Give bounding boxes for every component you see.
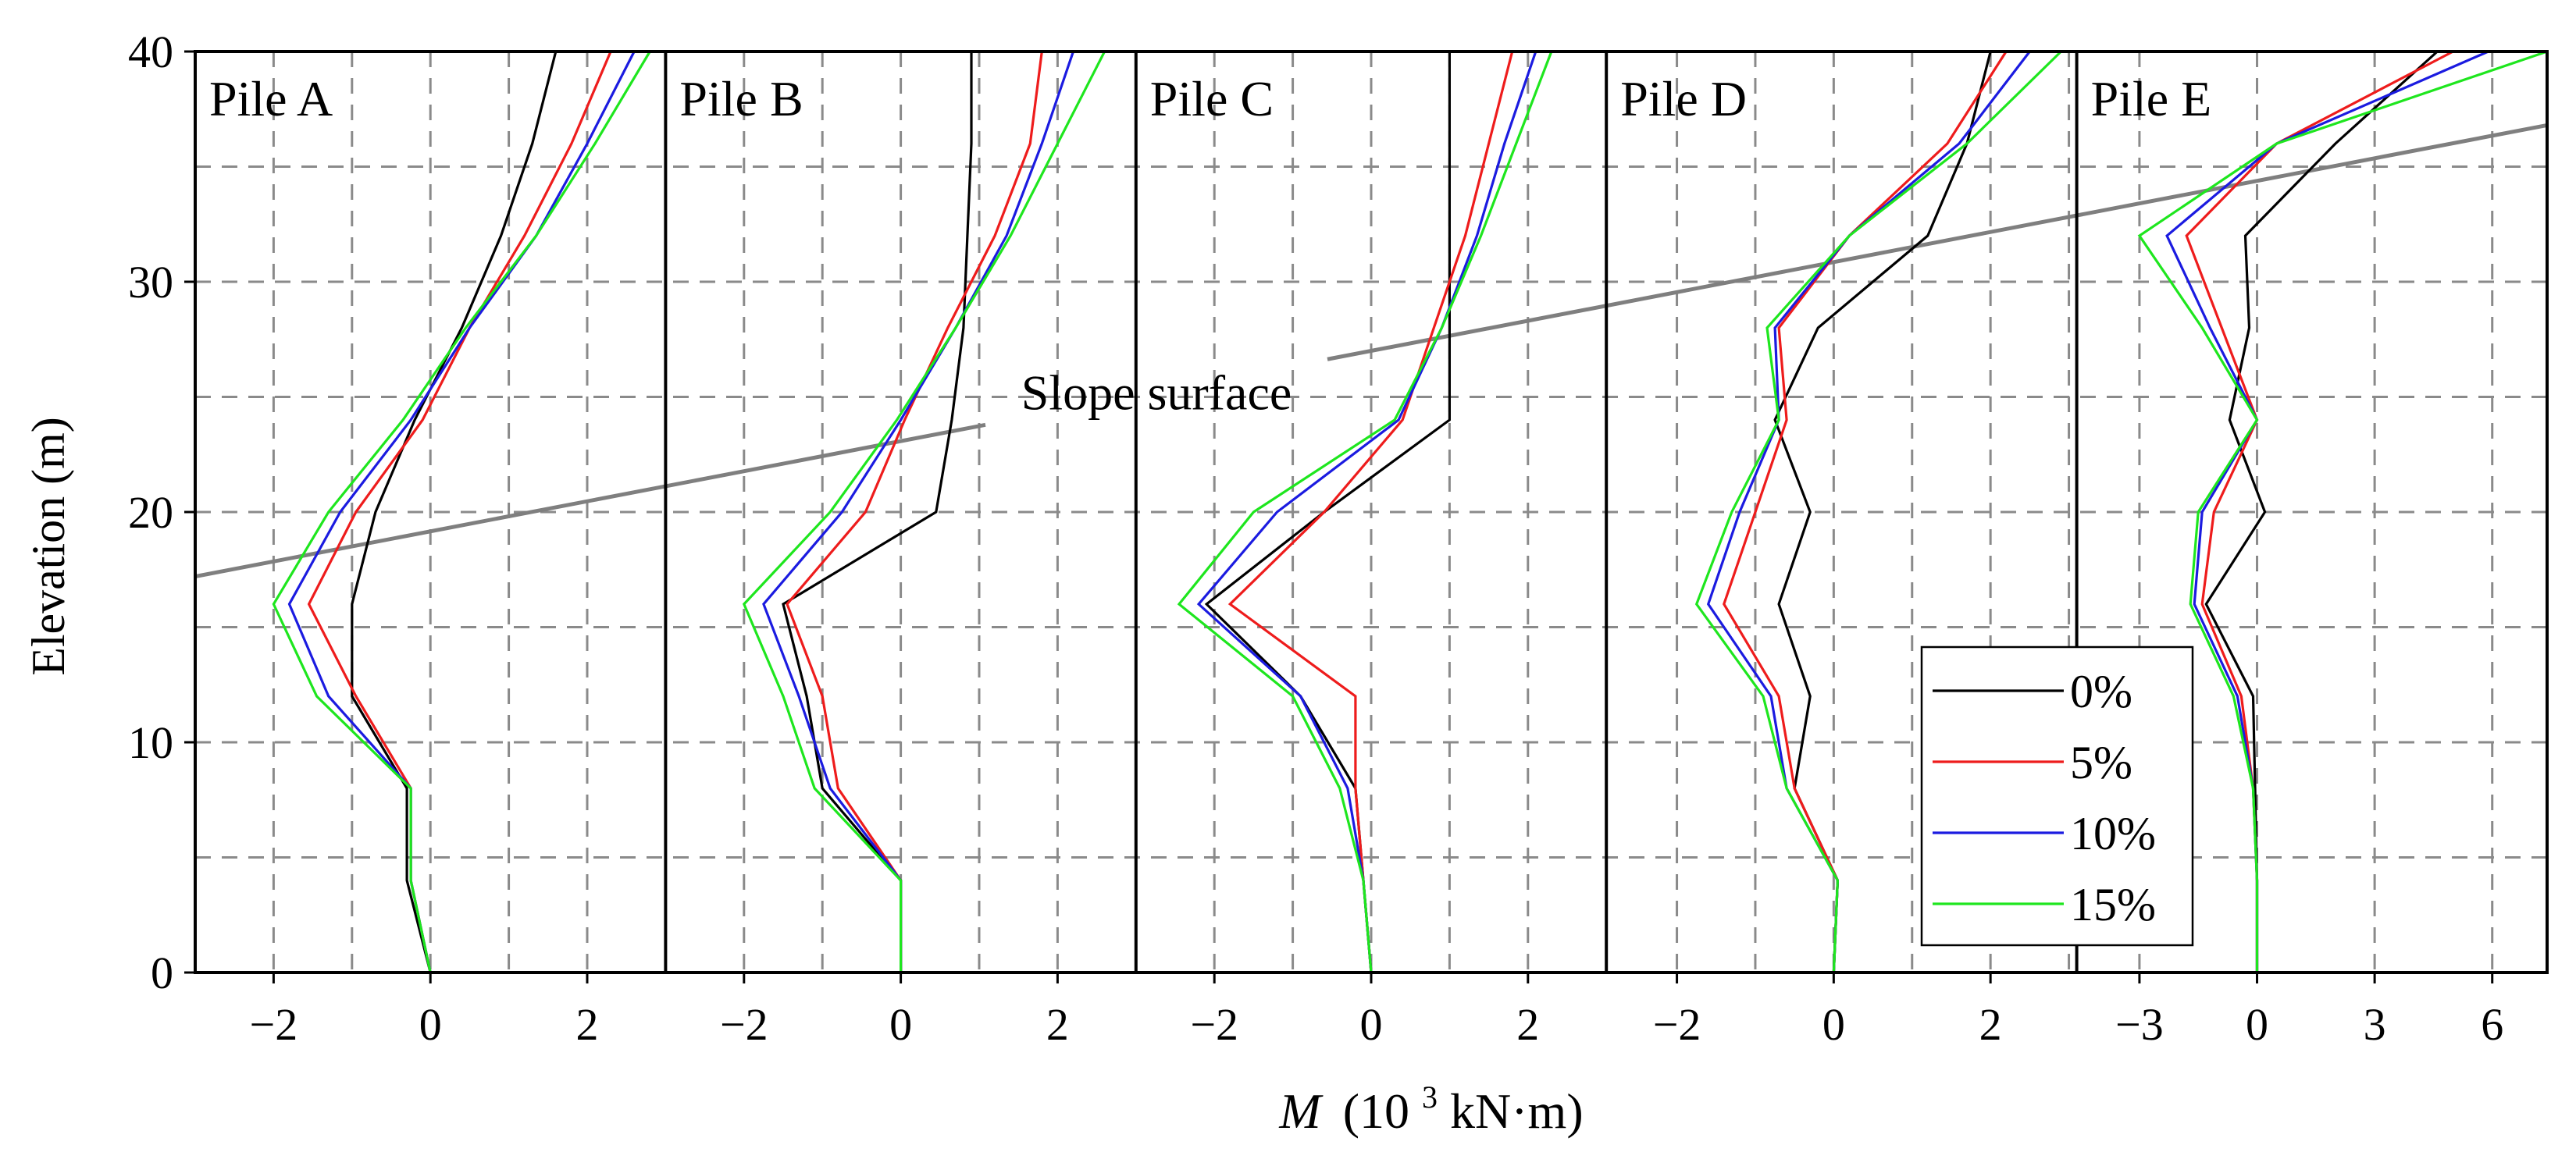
pile-c-x-tick-label: 2 xyxy=(1516,999,1539,1050)
pile-d-x-tick-label: 2 xyxy=(1979,999,2002,1050)
pile-d-series-15pct xyxy=(1694,50,2062,973)
y-tick-label: 10 xyxy=(128,717,173,768)
slope-surface-line-right xyxy=(1327,123,2548,361)
pile-e-series-0pct xyxy=(2204,50,2439,973)
x-axis-label-exponent: 3 xyxy=(1422,1079,1438,1115)
pile-a-series-15pct xyxy=(272,51,651,973)
pile-e-title: Pile E xyxy=(2091,71,2212,126)
pile-d-x-tick-label: 0 xyxy=(1822,999,1845,1050)
pile-b-title: Pile B xyxy=(679,71,803,126)
pile-b-x-tick-label: 0 xyxy=(889,999,912,1050)
pile-a-series-0pct xyxy=(351,51,558,973)
pile-b-series-15pct xyxy=(742,51,1106,973)
y-tick-label: 30 xyxy=(128,257,173,308)
x-axis-label-unit: kN·m) xyxy=(1450,1083,1584,1139)
x-axis-label-symbol: M xyxy=(1278,1083,1324,1139)
y-tick-label: 40 xyxy=(128,27,173,77)
pile-b-series-10pct xyxy=(762,51,1075,973)
legend-label-0pct: 0% xyxy=(2070,666,2132,717)
pile-b-x-tick-label: −2 xyxy=(720,999,768,1050)
pile-d-x-tick-label: −2 xyxy=(1653,999,1701,1050)
pile-a-x-tick-label: 0 xyxy=(419,999,442,1050)
ticks xyxy=(184,50,2494,983)
pile-c-x-tick-label: 0 xyxy=(1360,999,1383,1050)
pile-c-series-15pct xyxy=(1177,51,1553,973)
pile-c-title: Pile C xyxy=(1150,71,1274,126)
pile-c-x-tick-label: −2 xyxy=(1190,999,1238,1050)
pile-e-series-15pct xyxy=(2137,50,2548,973)
y-tick-label: 0 xyxy=(151,948,173,998)
legend-label-5pct: 5% xyxy=(2070,737,2132,788)
pile-e-x-tick-label: 6 xyxy=(2481,999,2503,1050)
pile-c-series-5pct xyxy=(1227,51,1514,973)
pile-b-series-0pct xyxy=(782,52,973,973)
labels: Elevation (m) M (10 3 kN·m) Pile A −2 0 2 Pi… xyxy=(23,27,2503,1139)
legend-box xyxy=(1920,645,2194,947)
legend-label-10pct: 10% xyxy=(2070,808,2156,859)
x-axis-label: M (10 3 kN·m) xyxy=(1278,1063,1583,1139)
pile-b-x-tick-label: 2 xyxy=(1046,999,1069,1050)
slope-surface-line-left xyxy=(194,422,986,579)
pile-c-series-10pct xyxy=(1196,51,1537,973)
pile-a-x-tick-label: −2 xyxy=(250,999,298,1050)
y-tick-label: 20 xyxy=(128,487,173,538)
pile-e-x-tick-label: 0 xyxy=(2246,999,2268,1050)
pile-e-x-tick-label: −3 xyxy=(2115,999,2164,1050)
slope-surface-layer xyxy=(194,123,2548,579)
grid xyxy=(195,52,2547,973)
legend-label-15pct: 15% xyxy=(2070,879,2156,930)
pile-d-series-5pct xyxy=(1723,51,2008,973)
legend: 0% 5% 10% 15% xyxy=(1920,645,2194,947)
y-axis-label: Elevation (m) xyxy=(23,417,74,676)
pile-b-series-5pct xyxy=(786,51,1043,973)
pile-e-x-tick-label: 3 xyxy=(2364,999,2386,1050)
pile-a-x-tick-label: 2 xyxy=(576,999,599,1050)
series-layer xyxy=(272,50,2548,973)
pile-a-title: Pile A xyxy=(209,71,333,126)
x-axis-label-unit-prefix: (10 xyxy=(1343,1083,1409,1139)
pile-d-title: Pile D xyxy=(1620,71,1747,126)
slope-surface-label: Slope surface xyxy=(1021,365,1292,420)
